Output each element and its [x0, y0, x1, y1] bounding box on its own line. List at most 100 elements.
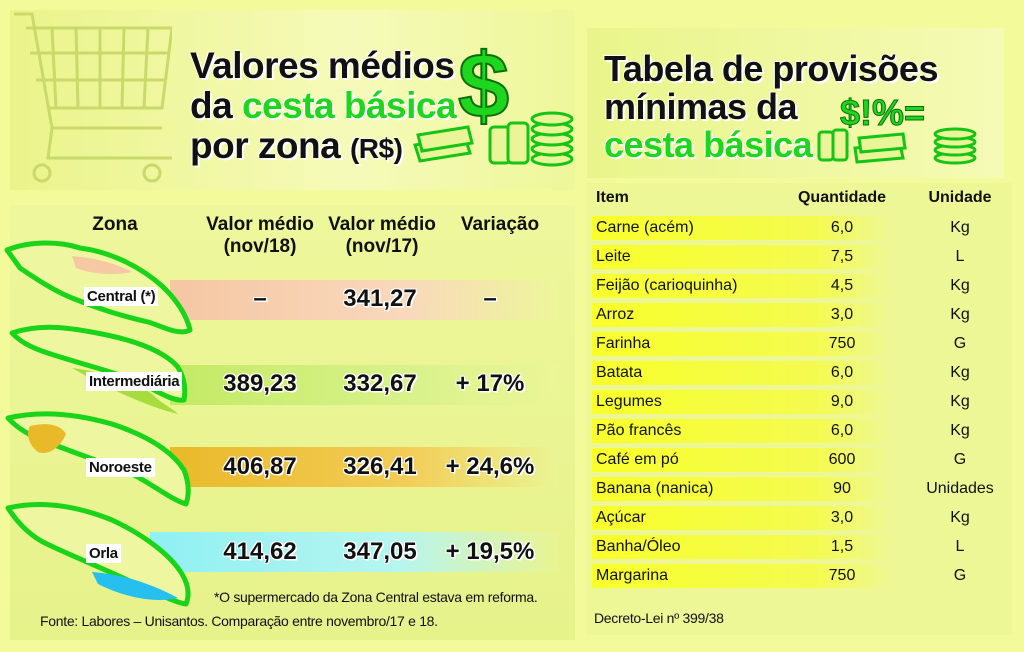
header-variacao: Variação [460, 214, 540, 235]
value-intermediaria-nov18: 389,23 [223, 370, 297, 397]
table-row: Margarina 750 G [592, 564, 1004, 588]
row-highlight [592, 477, 892, 501]
header-valor-nov18-line2: (nov/18) [223, 236, 297, 257]
left-title-panel [10, 10, 575, 190]
zone-label-noroeste: Noroeste [86, 458, 155, 477]
item-unit: Kg [950, 306, 970, 323]
money-stack-small-icon [817, 127, 977, 165]
item-quantity: 4,5 [830, 277, 854, 294]
right-title-line1: Tabela de provisões [604, 48, 938, 89]
item-name: Batata [596, 364, 643, 381]
row-highlight [592, 274, 892, 298]
item-quantity: 750 [828, 335, 856, 352]
zone-label-central: Central (*) [84, 287, 159, 306]
provisions-table-header: Item Quantidade Unidade [592, 186, 1004, 210]
row-highlight [592, 535, 892, 559]
item-quantity: 9,0 [830, 393, 854, 410]
item-name: Pão francês [596, 422, 682, 439]
row-highlight [592, 419, 892, 443]
item-quantity: 6,0 [830, 219, 854, 236]
dollar-sign-icon: $ [457, 35, 510, 137]
item-quantity: 3,0 [830, 509, 854, 526]
left-title-line3: por zona (R$) [190, 126, 456, 169]
row-highlight [592, 303, 892, 327]
item-name: Farinha [596, 335, 651, 352]
item-quantity: 750 [828, 567, 856, 584]
row-band-noroeste [170, 447, 558, 487]
item-name: Arroz [596, 306, 635, 323]
item-quantity: 600 [828, 451, 856, 468]
symbols-icon: $!%= [839, 92, 926, 134]
value-intermediaria-nov17: 332,67 [343, 370, 417, 397]
table-row: Açúcar 3,0 Kg [592, 506, 1004, 530]
item-name: Feijão (carioquinha) [596, 277, 738, 294]
item-quantity: 3,0 [830, 306, 854, 323]
left-title-line3-text: por zona [190, 125, 350, 166]
item-unit: G [953, 335, 967, 352]
header-zona: Zona [92, 214, 138, 235]
row-highlight [592, 564, 892, 588]
value-orla-nov18: 414,62 [223, 538, 297, 565]
item-unit: Kg [950, 509, 970, 526]
left-title-line2-prefix: da [190, 85, 242, 126]
table-row: Leite 7,5 L [592, 245, 1004, 269]
header-valor-nov17-line2: (nov/17) [345, 236, 419, 257]
item-quantity: 6,0 [830, 364, 854, 381]
item-unit: L [955, 248, 965, 265]
table-row: Banana (nanica) 90 Unidades [592, 477, 1004, 501]
zone-label-orla: Orla [86, 544, 121, 563]
item-unit: Unidades [926, 480, 994, 497]
item-unit: L [955, 538, 965, 555]
header-valor-nov18: Valor médio (nov/18) [200, 214, 320, 258]
source-left: Fonte: Labores – Unisantos. Comparação e… [40, 613, 438, 629]
item-name: Carne (acém) [596, 219, 694, 236]
table-row: Pão francês 6,0 Kg [592, 419, 1004, 443]
header-unidade: Unidade [928, 189, 992, 206]
item-name: Café em pó [596, 451, 679, 468]
left-title-unit: (R$) [349, 133, 403, 164]
left-title-line2: da cesta básica [190, 85, 457, 126]
item-unit: G [953, 451, 967, 468]
zone-label-intermediaria: Intermediária [86, 372, 183, 391]
shopping-cart-icon [14, 12, 172, 183]
row-highlight [592, 448, 892, 472]
table-row: Legumes 9,0 Kg [592, 390, 1004, 414]
right-title-panel [587, 28, 1004, 178]
item-unit: Kg [950, 219, 970, 236]
item-quantity: 6,0 [830, 422, 854, 439]
value-central-nov17: 341,27 [343, 285, 417, 312]
row-band-central [170, 280, 558, 320]
row-band-intermediaria [170, 365, 558, 405]
table-row: Feijão (carioquinha) 4,5 Kg [592, 274, 1004, 298]
value-intermediaria-variacao: + 17% [455, 370, 525, 397]
item-name: Legumes [596, 393, 662, 410]
table-row: Batata 6,0 Kg [592, 361, 1004, 385]
item-name: Banana (nanica) [596, 480, 714, 497]
row-highlight [592, 216, 892, 240]
left-title-line1: Valores médios [190, 45, 455, 86]
value-central-nov18: – [253, 285, 267, 312]
left-title-highlight: cesta básica [241, 85, 457, 126]
item-name: Margarina [596, 567, 669, 584]
row-highlight [592, 332, 892, 356]
item-quantity: 90 [833, 480, 851, 497]
source-right: Decreto-Lei nº 399/38 [594, 610, 724, 626]
footnote: *O supermercado da Zona Central estava e… [214, 589, 538, 605]
item-quantity: 1,5 [830, 538, 854, 555]
value-noroeste-variacao: + 24,6% [445, 453, 535, 480]
row-band-orla [150, 532, 558, 572]
header-item: Item [596, 189, 629, 206]
item-name: Açúcar [596, 509, 646, 526]
header-quantidade: Quantidade [797, 189, 886, 206]
item-unit: Kg [950, 393, 970, 410]
row-highlight [592, 361, 892, 385]
table-row: Café em pó 600 G [592, 448, 1004, 472]
row-highlight [592, 245, 892, 269]
value-central-variacao: – [483, 285, 497, 312]
value-noroeste-nov18: 406,87 [223, 453, 297, 480]
header-valor-nov17: Valor médio (nov/17) [322, 214, 442, 258]
money-stack-icon [413, 111, 574, 167]
header-valor-nov17-line1: Valor médio [328, 214, 436, 235]
right-title: Tabela de provisões mínimas da cesta bás… [604, 50, 938, 164]
header-valor-nov18-line1: Valor médio [206, 214, 314, 235]
